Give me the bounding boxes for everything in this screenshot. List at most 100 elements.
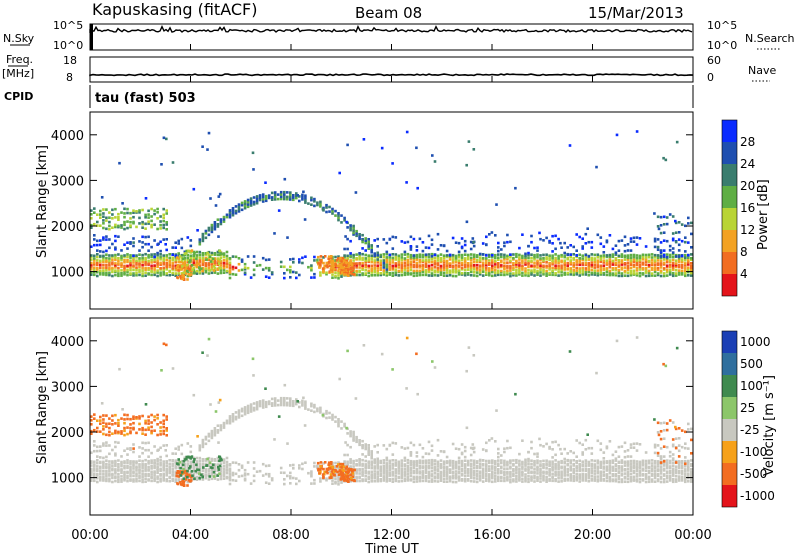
velocity-echo-cell [620, 445, 624, 448]
velocity-echo-cell [210, 457, 214, 461]
power-echo-cell [96, 255, 99, 259]
velocity-echo-cell [626, 455, 630, 458]
power-echo-cell [316, 255, 320, 259]
velocity-echo-cell [391, 368, 394, 371]
velocity-echo-cell [415, 469, 419, 473]
power-echo-cell [644, 263, 648, 267]
power-echo-cell [153, 239, 156, 242]
velocity-echo-cell [554, 470, 557, 473]
velocity-echo-cell [665, 428, 669, 432]
velocity-echo-cell [457, 465, 461, 468]
power-echo-cell [418, 255, 422, 259]
velocity-echo-cell [93, 474, 96, 478]
power-echo-cell [605, 267, 609, 270]
velocity-echo-cell [617, 455, 621, 458]
velocity-echo-cell [536, 472, 539, 475]
velocity-echo-cell [186, 469, 189, 473]
velocity-echo-cell [662, 455, 666, 458]
power-echo-cell [126, 220, 129, 223]
velocity-echo-cell [518, 462, 521, 465]
power-echo-cell [397, 274, 401, 277]
velocity-echo-cell [509, 467, 512, 470]
power-echo-cell [430, 252, 434, 256]
power-echo-cell [289, 265, 292, 269]
power-echo-cell [156, 256, 159, 260]
power-echo-cell [373, 252, 376, 255]
velocity-echo-cell [201, 469, 205, 473]
power-echo-cell [653, 268, 657, 271]
velocity-echo-cell [545, 467, 548, 470]
velocity-echo-cell [650, 469, 654, 472]
power-echo-cell [228, 266, 232, 270]
power-echo-cell [472, 258, 476, 261]
velocity-echo-cell [123, 449, 126, 452]
power-echo-cell [614, 261, 618, 265]
velocity-echo-cell [367, 475, 370, 479]
power-echo-cell [665, 258, 669, 262]
velocity-echo-cell [687, 472, 690, 475]
velocity-echo-cell [671, 458, 675, 462]
power-echo-cell [273, 232, 276, 235]
velocity-echo-cell [527, 450, 530, 454]
velocity-echo-cell [500, 465, 503, 469]
velocity-echo-cell [668, 461, 672, 465]
power-echo-cell [599, 242, 603, 246]
velocity-echo-cell [463, 469, 467, 473]
velocity-echo-cell [590, 469, 594, 473]
power-echo-cell [195, 269, 199, 273]
power-echo-cell [195, 259, 199, 263]
velocity-echo-cell [671, 470, 675, 473]
power-echo-cell [620, 274, 624, 278]
power-echo-cell [162, 238, 165, 241]
velocity-echo-cell [249, 405, 253, 409]
power-echo-cell [460, 272, 464, 275]
power-echo-cell [111, 254, 114, 257]
velocity-echo-cell [367, 465, 370, 468]
power-echo-cell [530, 273, 533, 276]
velocity-echo-cell [536, 467, 539, 470]
velocity-echo-cell [162, 422, 165, 425]
power-echo-cell [653, 253, 657, 257]
power-echo-cell [350, 263, 354, 267]
velocity-echo-cell [141, 414, 144, 418]
power-echo-cell [159, 267, 162, 270]
velocity-echo-cell [111, 414, 114, 418]
power-echo-cell [337, 267, 341, 270]
power-echo-cell [370, 254, 373, 257]
power-echo-cell [379, 273, 382, 277]
power-echo-cell [460, 256, 464, 259]
velocity-echo-cell [418, 461, 422, 465]
velocity-echo-cell [448, 459, 452, 463]
velocity-echo-cell [554, 478, 557, 481]
power-echo-cell [105, 266, 108, 270]
velocity-echo-cell [472, 450, 476, 454]
power-echo-cell [177, 252, 180, 255]
power-echo-cell [153, 209, 156, 212]
power-echo-cell [361, 252, 364, 256]
power-echo-cell [367, 259, 370, 262]
velocity-echo-cell [388, 459, 392, 463]
velocity-echo-cell [551, 440, 554, 444]
velocity-echo-cell [231, 471, 235, 475]
power-echo-cell [530, 234, 533, 238]
power-echo-cell [569, 244, 572, 247]
velocity-echo-cell [488, 469, 491, 472]
velocity-echo-cell [629, 469, 633, 472]
power-echo-cell [379, 262, 382, 265]
velocity-echo-cell [129, 472, 132, 475]
power-echo-cell [554, 268, 557, 271]
power-echo-cell [439, 244, 443, 247]
power-echo-cell [551, 242, 554, 245]
velocity-echo-cell [578, 475, 581, 478]
velocity-echo-cell [415, 475, 419, 479]
power-echo-cell [162, 254, 165, 257]
velocity-echo-cell [662, 478, 666, 481]
velocity-echo-cell [345, 470, 348, 473]
power-echo-cell [635, 243, 639, 246]
power-echo-cell [123, 220, 126, 224]
power-echo-cell [147, 262, 150, 265]
power-echo-cell [322, 270, 325, 273]
velocity-echo-cell [156, 417, 159, 420]
power-echo-cell [367, 274, 370, 278]
power-echo-cell [350, 262, 353, 265]
